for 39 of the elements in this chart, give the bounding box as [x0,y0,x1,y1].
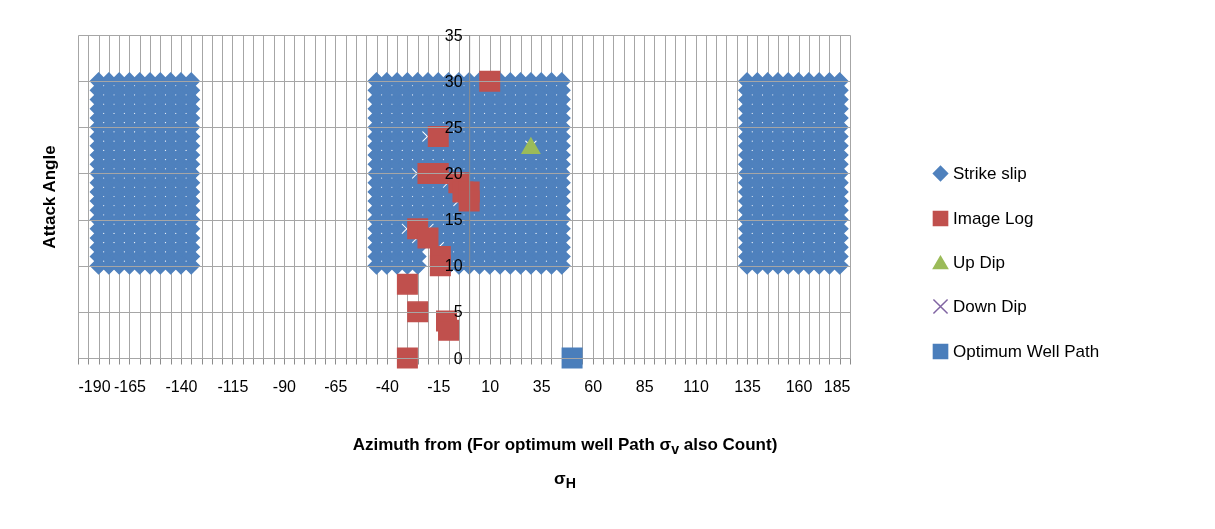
point [407,301,429,323]
x-tick-label: 60 [584,377,603,395]
x-tick-label: -65 [324,377,348,395]
point [521,137,541,154]
legend-label: Up Dip [953,252,1005,272]
x-tick-label: 185 [823,377,851,395]
point [438,319,460,341]
point [417,227,439,249]
legend-label: Down Dip [953,296,1027,316]
y-tick-label: 35 [444,26,463,44]
y-tick-label: 15 [444,211,463,229]
legend-label: Strike slip [953,163,1027,183]
x-tick-label: -115 [217,377,249,395]
x-tick-label: 160 [785,377,813,395]
y-tick-label: 0 [453,349,463,367]
x-tick-label: 35 [532,377,551,395]
x-tick-label: 10 [481,377,500,395]
x-tick-label: -40 [375,377,399,395]
y-tick-label: 30 [444,72,463,90]
point [479,70,501,92]
point [396,273,418,295]
x-tick-label: -190 [78,377,111,395]
y-axis-title: Attack Angle [39,145,59,249]
x-tick-label: -15 [427,377,451,395]
y-tick-label: 10 [444,257,463,275]
y-tick-label: 5 [453,303,463,321]
legend-label: Optimum Well Path [953,341,1100,361]
x-tick-label: 110 [683,377,709,395]
x-tick-label: -140 [165,377,198,395]
point [396,347,418,369]
text: Azimuth from (For optimum well Path σ$_{v}$ also Count) σ$_{H}$ [352,435,778,492]
point [458,190,480,212]
x-tick-label: 85 [635,377,654,395]
x-tick-label: -90 [272,377,297,395]
x-tick-label: -165 [113,377,147,395]
legend-label: Image Log [953,208,1034,228]
point [561,347,583,369]
x-tick-label: 135 [734,377,762,395]
y-tick-label: 25 [444,118,463,136]
